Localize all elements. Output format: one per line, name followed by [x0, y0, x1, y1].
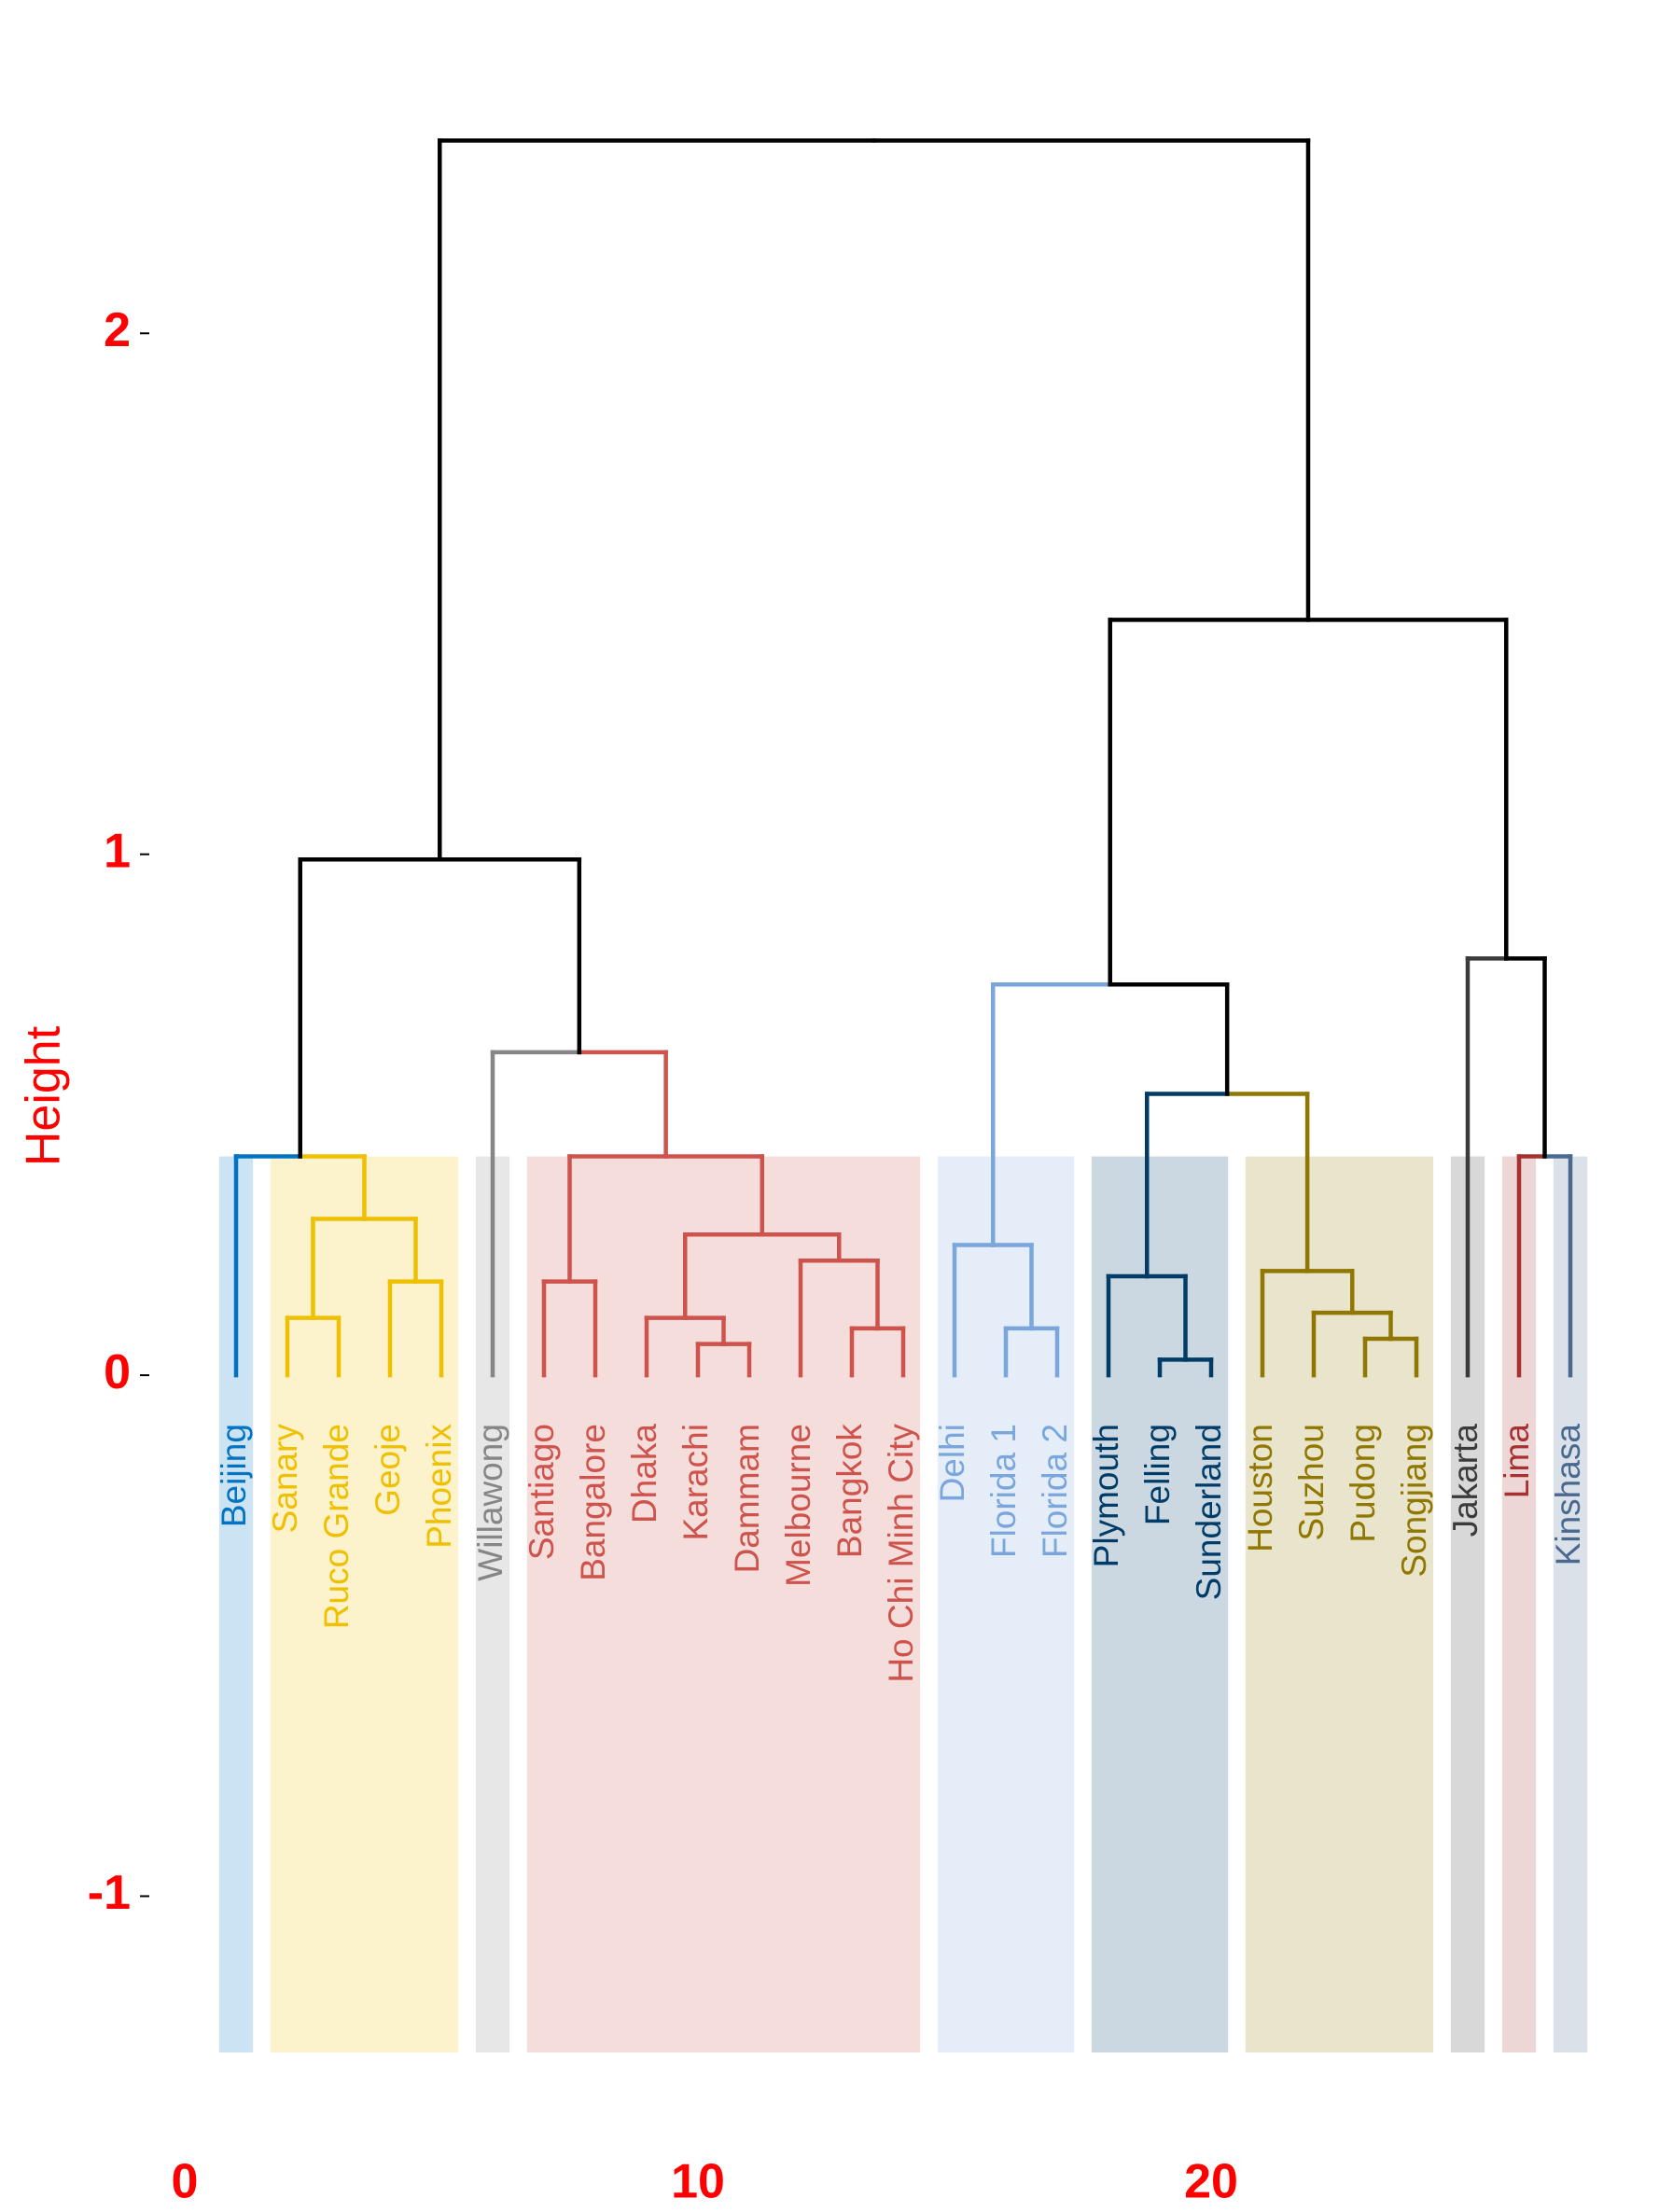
leaf-label: Jakarta	[1446, 1424, 1485, 1537]
leaf-label: Dhaka	[625, 1424, 663, 1523]
leaf-label: Ho Chi Minh City	[882, 1424, 920, 1683]
leaf-label: Karachi	[676, 1424, 715, 1540]
cluster-rect	[1245, 1156, 1434, 2052]
leaf-label: Dammam	[728, 1424, 766, 1573]
leaf-label: Songjiang	[1395, 1424, 1433, 1578]
y-tick-label: 2	[104, 303, 131, 357]
leaf-label: Florida 2	[1036, 1424, 1074, 1558]
leaf-label: Pudong	[1344, 1424, 1382, 1543]
y-tick-label: 0	[104, 1345, 131, 1399]
y-tick-label: -1	[88, 1866, 131, 1920]
leaf-label: Florida 1	[984, 1424, 1023, 1558]
leaf-label: Sanary	[266, 1424, 304, 1534]
leaf-label: Sunderland	[1190, 1424, 1228, 1600]
leaf-label: Delhi	[933, 1424, 971, 1502]
leaf-label: Melbourne	[779, 1424, 817, 1587]
y-tick-label: 1	[104, 824, 131, 878]
x-tick-label: 0	[172, 2155, 199, 2209]
leaf-label: Houston	[1241, 1424, 1279, 1552]
leaf-label: Lima	[1498, 1424, 1536, 1499]
leaf-label: Willawong	[471, 1424, 509, 1581]
cluster-rect	[937, 1156, 1075, 2052]
leaf-label: Bangkok	[830, 1424, 869, 1558]
y-axis-label: Height	[17, 1025, 71, 1166]
leaf-label: Ruco Grande	[317, 1424, 356, 1629]
leaf-label: Phoenix	[420, 1424, 458, 1549]
leaf-label: Bangalore	[574, 1424, 612, 1581]
leaf-label: Plymouth	[1087, 1424, 1125, 1567]
leaf-label: Geoje	[369, 1424, 407, 1516]
leaf-label: Beijing	[215, 1424, 253, 1527]
leaf-label: Felling	[1138, 1424, 1177, 1525]
cluster-rect	[526, 1156, 921, 2052]
cluster-rect	[270, 1156, 459, 2052]
leaf-label: Suzhou	[1292, 1424, 1331, 1541]
leaf-label: Santiago	[523, 1424, 561, 1560]
x-tick-label: 10	[671, 2155, 725, 2209]
cluster-rect	[1091, 1156, 1229, 2052]
x-tick-label: 20	[1184, 2155, 1238, 2209]
leaf-label: Kinshasa	[1549, 1424, 1587, 1566]
